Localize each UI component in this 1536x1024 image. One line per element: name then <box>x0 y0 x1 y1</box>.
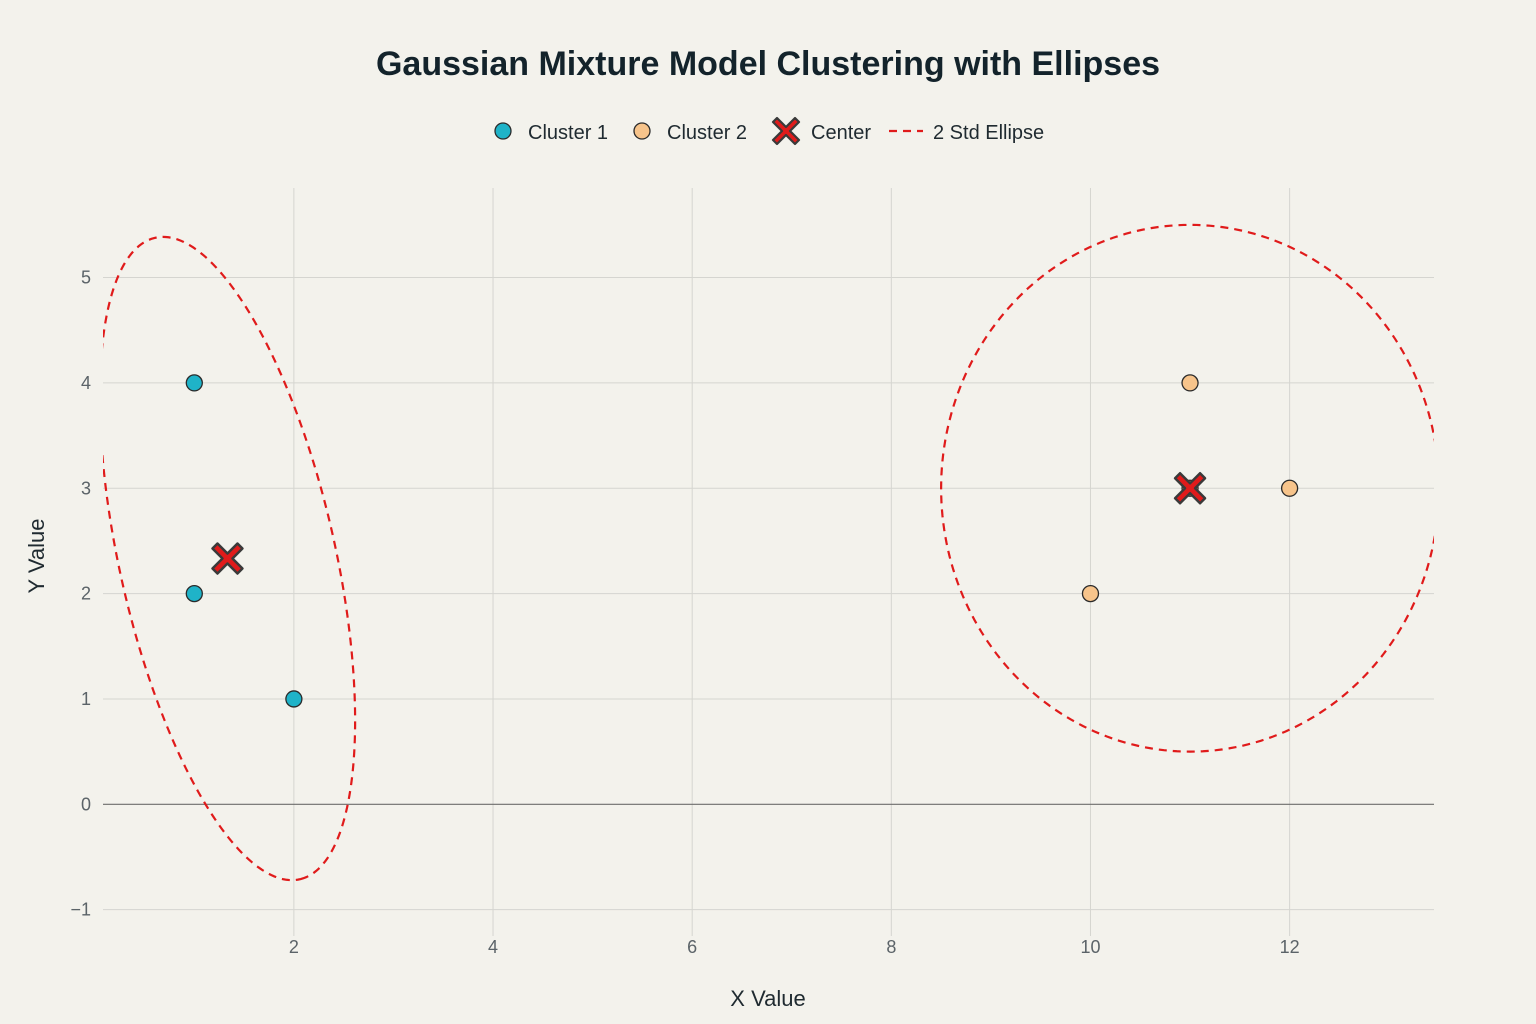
chart-title: Gaussian Mixture Model Clustering with E… <box>376 45 1160 83</box>
y-tick-label: 0 <box>81 794 91 814</box>
center-layer <box>211 472 1207 575</box>
y-tick-label: 4 <box>81 373 91 393</box>
ellipse-layer <box>103 223 1434 882</box>
cluster-2-point[interactable] <box>1280 479 1299 497</box>
legend-item-cluster-2[interactable]: Cluster 2 <box>633 122 747 144</box>
cluster-1-point[interactable] <box>185 374 203 392</box>
legend-marker-center <box>771 116 801 146</box>
cluster-center-marker[interactable] <box>1173 472 1207 505</box>
x-tick-label: 8 <box>886 937 896 957</box>
y-tick-label: 3 <box>81 478 91 498</box>
x-tick-label: 10 <box>1080 937 1100 957</box>
x-tick-label: 12 <box>1280 937 1300 957</box>
cluster-2-point[interactable] <box>1081 584 1100 603</box>
x-tick-label: 6 <box>687 937 697 957</box>
std-ellipse-2 <box>940 223 1434 753</box>
grid <box>103 188 1434 936</box>
y-tick-label: 2 <box>81 584 91 604</box>
legend-item-cluster-1[interactable]: Cluster 1 <box>494 122 608 144</box>
y-axis-title: Y Value <box>24 518 49 593</box>
legend-label-cluster-1: Cluster 1 <box>528 122 608 144</box>
legend: Cluster 1 Cluster 2 Center 2 Std Ellipse <box>494 116 1044 146</box>
cluster-1-point[interactable] <box>185 584 203 603</box>
cluster-2-point[interactable] <box>1181 374 1199 392</box>
legend-marker-cluster-1 <box>494 122 512 140</box>
x-tick-label: 2 <box>289 937 299 957</box>
x-tick-label: 4 <box>488 937 498 957</box>
legend-marker-cluster-2 <box>633 122 651 140</box>
plot-area <box>103 223 1434 882</box>
cluster-center-marker[interactable] <box>211 542 244 575</box>
legend-item-center[interactable]: Center <box>771 116 871 146</box>
std-ellipse-1 <box>103 235 357 882</box>
cluster-1-point[interactable] <box>285 690 303 708</box>
legend-label-ellipse: 2 Std Ellipse <box>933 122 1044 144</box>
y-tick-label: −1 <box>70 900 91 920</box>
legend-item-ellipse[interactable]: 2 Std Ellipse <box>889 122 1044 144</box>
legend-label-center: Center <box>811 122 871 144</box>
y-tick-label: 1 <box>81 689 91 709</box>
y-tick-label: 5 <box>81 268 91 288</box>
legend-label-cluster-2: Cluster 2 <box>667 122 747 144</box>
x-axis-title: X Value <box>730 986 805 1011</box>
